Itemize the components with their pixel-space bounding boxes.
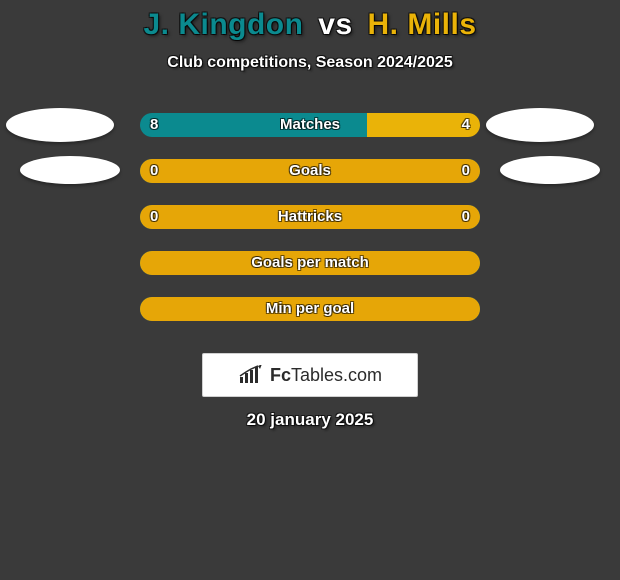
title-vs: vs xyxy=(318,8,352,41)
player1-disc xyxy=(20,156,120,184)
player2-disc xyxy=(486,108,594,142)
title: J. Kingdon vs H. Mills xyxy=(0,0,620,42)
stat-row: Goals per match xyxy=(0,240,620,286)
stat-label: Matches xyxy=(140,113,480,137)
subtitle: Club competitions, Season 2024/2025 xyxy=(0,54,620,72)
stat-label: Goals per match xyxy=(140,251,480,275)
stat-bar: 00Hattricks xyxy=(140,205,480,229)
stat-label: Goals xyxy=(140,159,480,183)
stat-bar: 84Matches xyxy=(140,113,480,137)
stat-bar: 00Goals xyxy=(140,159,480,183)
logo-strong: Fc xyxy=(270,365,291,385)
stat-row: Min per goal xyxy=(0,286,620,332)
stat-bar: Min per goal xyxy=(140,297,480,321)
title-player1: J. Kingdon xyxy=(143,8,303,41)
stat-row: 84Matches xyxy=(0,102,620,148)
title-player2: H. Mills xyxy=(368,8,477,41)
comparison-card: J. Kingdon vs H. Mills Club competitions… xyxy=(0,0,620,580)
player1-disc xyxy=(6,108,114,142)
stat-label: Min per goal xyxy=(140,297,480,321)
logo-text: FcTables.com xyxy=(270,365,382,386)
date: 20 january 2025 xyxy=(0,410,620,430)
stat-label: Hattricks xyxy=(140,205,480,229)
stat-row: 00Hattricks xyxy=(0,194,620,240)
logo-rest: Tables.com xyxy=(291,365,382,385)
player2-disc xyxy=(500,156,600,184)
stat-rows: 84Matches 00Goals 00Hattricks Goals per mat… xyxy=(0,102,620,332)
barchart-icon xyxy=(238,365,264,385)
logo-box[interactable]: FcTables.com xyxy=(202,353,418,397)
stat-bar: Goals per match xyxy=(140,251,480,275)
stat-row: 00Goals xyxy=(0,148,620,194)
